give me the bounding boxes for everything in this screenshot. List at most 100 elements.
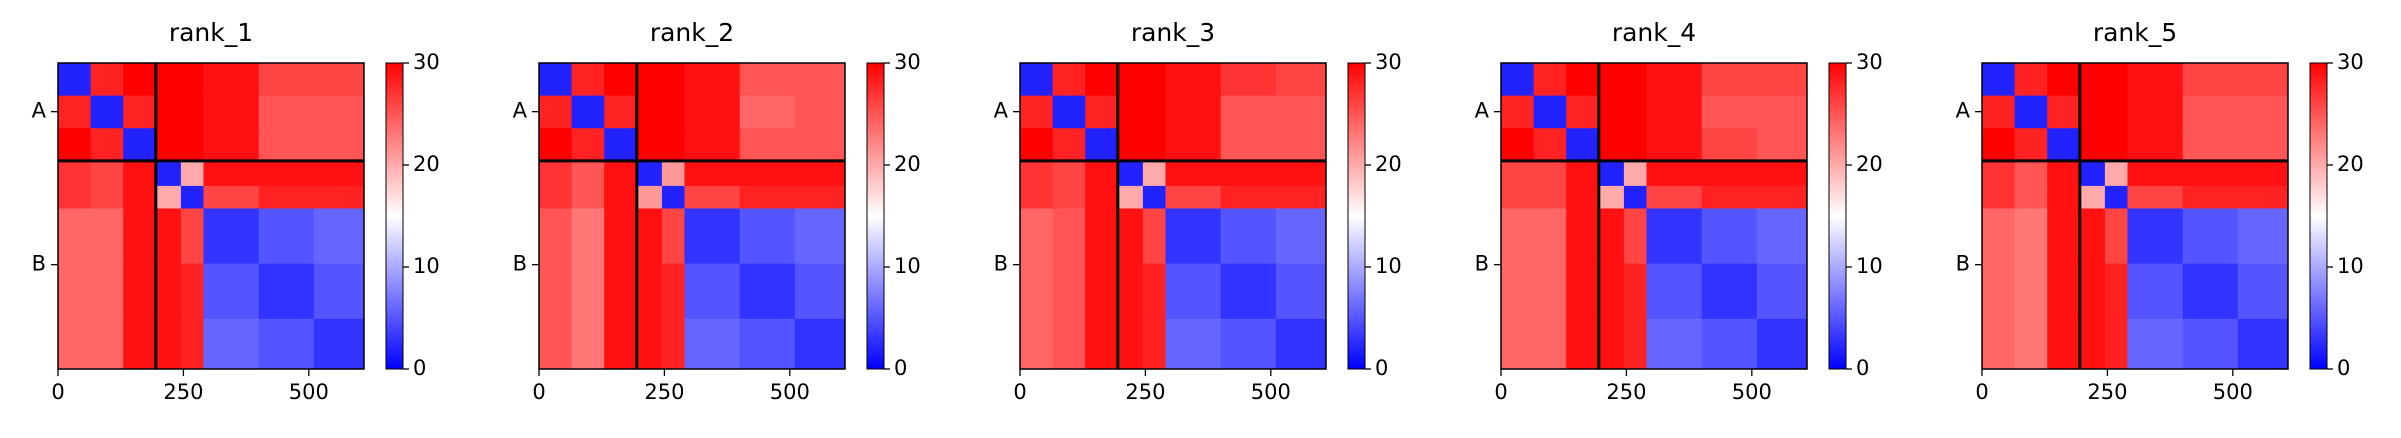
y-tick-label: A <box>32 99 47 123</box>
heat-cell <box>539 185 573 209</box>
x-tick-label: 500 <box>289 380 329 404</box>
heat-cell <box>794 63 846 97</box>
heat-cell <box>794 263 846 320</box>
plot-frame <box>1019 62 1327 370</box>
heat-cell <box>1501 160 1535 187</box>
heat-cell <box>2182 208 2239 265</box>
heat-cell <box>684 208 741 265</box>
heat-cell <box>1052 95 1086 129</box>
heat-cell <box>739 95 796 129</box>
heat-cell <box>604 208 638 265</box>
heat-cell <box>1501 128 1535 162</box>
heat-cell <box>2182 318 2239 370</box>
heat-cell <box>2104 185 2128 209</box>
heat-cell <box>1598 95 1625 129</box>
heat-cell <box>661 185 685 209</box>
heat-cell <box>123 95 157 129</box>
heat-cell <box>90 208 124 265</box>
heat-cell <box>90 263 124 320</box>
heat-cell <box>1052 185 1086 209</box>
colorbar-tick-label: 20 <box>1375 152 1402 176</box>
heat-cell <box>1598 160 1625 187</box>
heat-cell <box>1982 160 2016 187</box>
colorbar-tick-label: 10 <box>1856 254 1883 278</box>
heat-cell <box>1085 263 1119 320</box>
y-tick-label: B <box>513 252 527 276</box>
heat-cell <box>2079 263 2106 320</box>
heat-cell <box>1085 95 1119 129</box>
heat-cell <box>2047 318 2081 370</box>
heat-cell <box>1220 63 1277 97</box>
heat-cell <box>1701 95 1758 129</box>
colorbar-tick-label: 30 <box>1375 50 1402 74</box>
heat-cell <box>123 208 157 265</box>
heat-cell <box>2014 318 2048 370</box>
colorbar-tick-label: 10 <box>413 254 440 278</box>
heat-cell <box>155 128 182 162</box>
heat-cell <box>661 95 685 129</box>
heat-cell <box>539 318 573 370</box>
heat-cell <box>1085 318 1119 370</box>
heat-cell <box>313 208 365 265</box>
heat-cell <box>258 160 315 187</box>
x-tick-label: 500 <box>2213 380 2253 404</box>
heat-cell <box>1756 160 1808 187</box>
heat-cell <box>2047 160 2081 187</box>
heat-cell <box>539 160 573 187</box>
heat-cell <box>739 318 796 370</box>
colorbar-tick-label: 10 <box>1375 254 1402 278</box>
heat-cell <box>1020 63 1054 97</box>
heat-cell <box>2014 208 2048 265</box>
heat-cell <box>2047 208 2081 265</box>
heat-cell <box>1142 185 1166 209</box>
heat-cell <box>1165 128 1222 162</box>
heat-cell <box>1623 160 1647 187</box>
heat-cell <box>1275 208 1327 265</box>
heat-cell <box>2237 63 2289 97</box>
heat-cell <box>1085 63 1119 97</box>
heat-cell <box>1275 160 1327 187</box>
heat-cell <box>1117 318 1144 370</box>
colorbar <box>2309 62 2328 370</box>
x-tick-label: 500 <box>770 380 810 404</box>
heat-cell <box>1646 318 1703 370</box>
panel-title: rank_3 <box>1131 18 1215 47</box>
heat-cell <box>1165 63 1222 97</box>
heat-cell <box>58 263 92 320</box>
heat-cell <box>123 185 157 209</box>
heat-cell <box>180 263 204 320</box>
heat-cell <box>2014 128 2048 162</box>
heat-cell <box>1085 128 1119 162</box>
heat-cell <box>155 95 182 129</box>
heat-cell <box>2104 95 2128 129</box>
heat-cell <box>90 95 124 129</box>
heat-cell <box>1117 63 1144 97</box>
heat-cell <box>313 63 365 97</box>
heat-cell <box>794 95 846 129</box>
heat-cell <box>1085 160 1119 187</box>
heat-cell <box>2079 95 2106 129</box>
heat-cell <box>571 185 605 209</box>
heat-cell <box>794 318 846 370</box>
heat-cell <box>1756 263 1808 320</box>
heat-cell <box>1982 185 2016 209</box>
heat-cell <box>1623 128 1647 162</box>
heat-cell <box>2079 318 2106 370</box>
heat-cell <box>1566 318 1600 370</box>
heat-cell <box>155 208 182 265</box>
colorbar <box>385 62 404 370</box>
heat-cell <box>203 63 260 97</box>
heat-cell <box>1020 160 1054 187</box>
heat-cell <box>684 128 741 162</box>
heat-cell <box>636 95 663 129</box>
heat-cell <box>1646 263 1703 320</box>
heat-cell <box>604 128 638 162</box>
heat-cell <box>1982 263 2016 320</box>
heat-cell <box>636 263 663 320</box>
heat-cell <box>1142 63 1166 97</box>
heat-cell <box>1598 185 1625 209</box>
colorbar-tick-label: 0 <box>413 356 426 380</box>
panel-title: rank_4 <box>1612 18 1696 47</box>
heat-cell <box>1566 95 1600 129</box>
panel-title: rank_1 <box>169 18 253 47</box>
